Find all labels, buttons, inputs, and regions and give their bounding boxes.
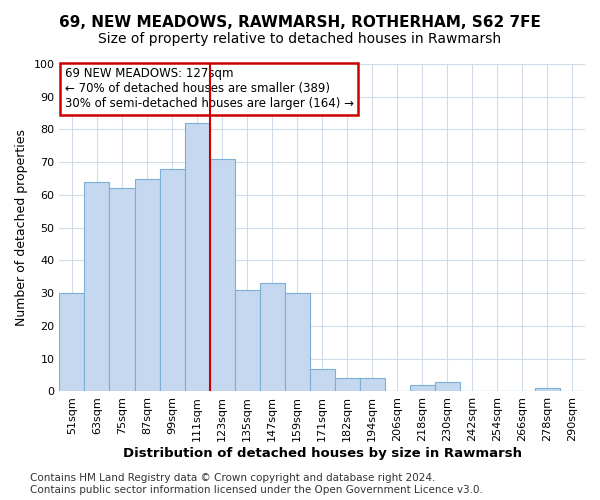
Bar <box>235 290 260 392</box>
Bar <box>260 284 284 392</box>
Text: 69 NEW MEADOWS: 127sqm
← 70% of detached houses are smaller (389)
30% of semi-de: 69 NEW MEADOWS: 127sqm ← 70% of detached… <box>65 68 353 110</box>
Bar <box>360 378 385 392</box>
Y-axis label: Number of detached properties: Number of detached properties <box>15 129 28 326</box>
Text: 69, NEW MEADOWS, RAWMARSH, ROTHERHAM, S62 7FE: 69, NEW MEADOWS, RAWMARSH, ROTHERHAM, S6… <box>59 15 541 30</box>
Bar <box>335 378 360 392</box>
Bar <box>310 368 335 392</box>
Text: Contains HM Land Registry data © Crown copyright and database right 2024.
Contai: Contains HM Land Registry data © Crown c… <box>30 474 483 495</box>
Bar <box>209 159 235 392</box>
Bar <box>134 178 160 392</box>
Bar <box>435 382 460 392</box>
Bar <box>160 169 185 392</box>
X-axis label: Distribution of detached houses by size in Rawmarsh: Distribution of detached houses by size … <box>123 447 522 460</box>
Bar <box>59 293 85 392</box>
Bar <box>85 182 109 392</box>
Bar <box>410 385 435 392</box>
Bar <box>535 388 560 392</box>
Bar <box>109 188 134 392</box>
Bar <box>284 293 310 392</box>
Text: Size of property relative to detached houses in Rawmarsh: Size of property relative to detached ho… <box>98 32 502 46</box>
Bar <box>185 123 209 392</box>
